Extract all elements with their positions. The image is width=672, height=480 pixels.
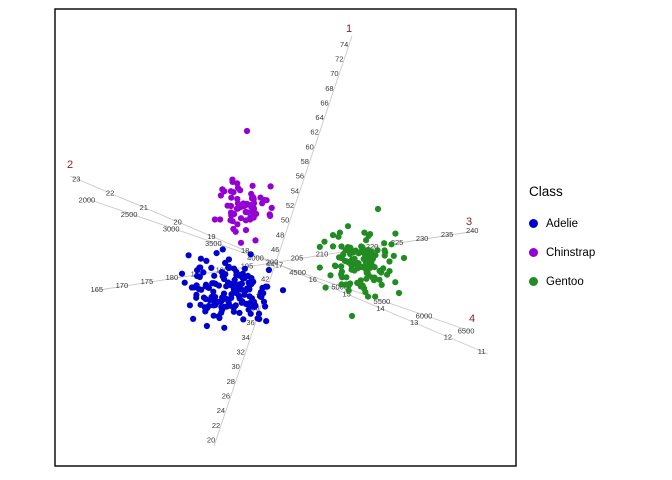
legend-swatch-gentoo (529, 277, 538, 286)
svg-text:68: 68 (325, 84, 333, 93)
svg-text:24: 24 (217, 406, 225, 415)
svg-text:16: 16 (309, 275, 317, 284)
svg-text:18: 18 (241, 246, 249, 255)
svg-text:22: 22 (106, 189, 114, 198)
legend-item-gentoo: Gentoo (529, 267, 659, 296)
svg-text:2: 2 (67, 159, 73, 171)
svg-text:230: 230 (416, 234, 429, 243)
svg-text:5500: 5500 (374, 297, 391, 306)
svg-text:22: 22 (212, 421, 220, 430)
svg-text:19: 19 (207, 232, 215, 241)
legend-label-gentoo: Gentoo (546, 275, 584, 288)
svg-text:4: 4 (469, 313, 475, 325)
legend-item-adelie: Adelie (529, 209, 659, 238)
svg-text:3000: 3000 (163, 224, 180, 233)
svg-text:52: 52 (286, 201, 294, 210)
svg-text:14: 14 (376, 304, 384, 313)
svg-text:46: 46 (271, 245, 279, 254)
svg-text:3: 3 (466, 216, 472, 228)
legend-item-chinstrap: Chinstrap (529, 238, 659, 267)
legend-label-adelie: Adelie (546, 217, 578, 230)
svg-text:165: 165 (91, 285, 104, 294)
svg-text:26: 26 (222, 392, 230, 401)
legend: Class Adelie Chinstrap Gentoo (529, 184, 659, 296)
svg-text:28: 28 (227, 377, 235, 386)
svg-text:3500: 3500 (205, 239, 222, 248)
svg-text:32: 32 (237, 348, 245, 357)
svg-text:180: 180 (166, 273, 179, 282)
svg-text:34: 34 (241, 333, 249, 342)
svg-text:225: 225 (391, 238, 404, 247)
svg-text:6500: 6500 (458, 326, 475, 335)
svg-text:23: 23 (72, 174, 80, 183)
svg-text:74: 74 (340, 40, 348, 49)
svg-text:60: 60 (306, 142, 314, 151)
svg-text:56: 56 (296, 172, 304, 181)
svg-text:50: 50 (281, 216, 289, 225)
svg-text:17: 17 (275, 261, 283, 270)
svg-text:72: 72 (335, 55, 343, 64)
svg-text:21: 21 (140, 203, 148, 212)
svg-text:210: 210 (316, 250, 329, 259)
svg-text:36: 36 (246, 318, 254, 327)
svg-text:12: 12 (444, 333, 452, 342)
svg-text:66: 66 (320, 98, 328, 107)
svg-text:205: 205 (291, 254, 304, 263)
svg-text:20: 20 (173, 217, 181, 226)
svg-text:1: 1 (346, 23, 352, 35)
svg-text:4000: 4000 (247, 254, 264, 263)
svg-text:2500: 2500 (121, 210, 138, 219)
svg-text:235: 235 (441, 230, 454, 239)
svg-text:58: 58 (301, 157, 309, 166)
svg-text:175: 175 (141, 277, 154, 286)
svg-text:240: 240 (466, 226, 479, 235)
svg-text:48: 48 (276, 230, 284, 239)
svg-text:220: 220 (366, 242, 379, 251)
svg-text:4500: 4500 (289, 268, 306, 277)
svg-text:170: 170 (116, 281, 129, 290)
svg-text:62: 62 (310, 128, 318, 137)
svg-text:44: 44 (266, 260, 274, 269)
legend-swatch-chinstrap (529, 248, 538, 257)
legend-swatch-adelie (529, 219, 538, 228)
svg-text:42: 42 (261, 274, 269, 283)
svg-text:64: 64 (315, 113, 323, 122)
svg-text:6000: 6000 (416, 312, 433, 321)
svg-text:54: 54 (291, 186, 299, 195)
svg-text:11: 11 (478, 347, 486, 356)
svg-text:5000: 5000 (331, 283, 348, 292)
svg-text:195: 195 (241, 262, 254, 271)
svg-text:2000: 2000 (79, 195, 96, 204)
legend-label-chinstrap: Chinstrap (546, 246, 596, 259)
svg-text:15: 15 (342, 289, 350, 298)
svg-text:20: 20 (207, 436, 215, 445)
svg-text:13: 13 (410, 318, 418, 327)
svg-text:30: 30 (232, 362, 240, 371)
legend-title: Class (529, 184, 563, 199)
svg-text:70: 70 (330, 69, 338, 78)
svg-text:200: 200 (266, 258, 279, 267)
